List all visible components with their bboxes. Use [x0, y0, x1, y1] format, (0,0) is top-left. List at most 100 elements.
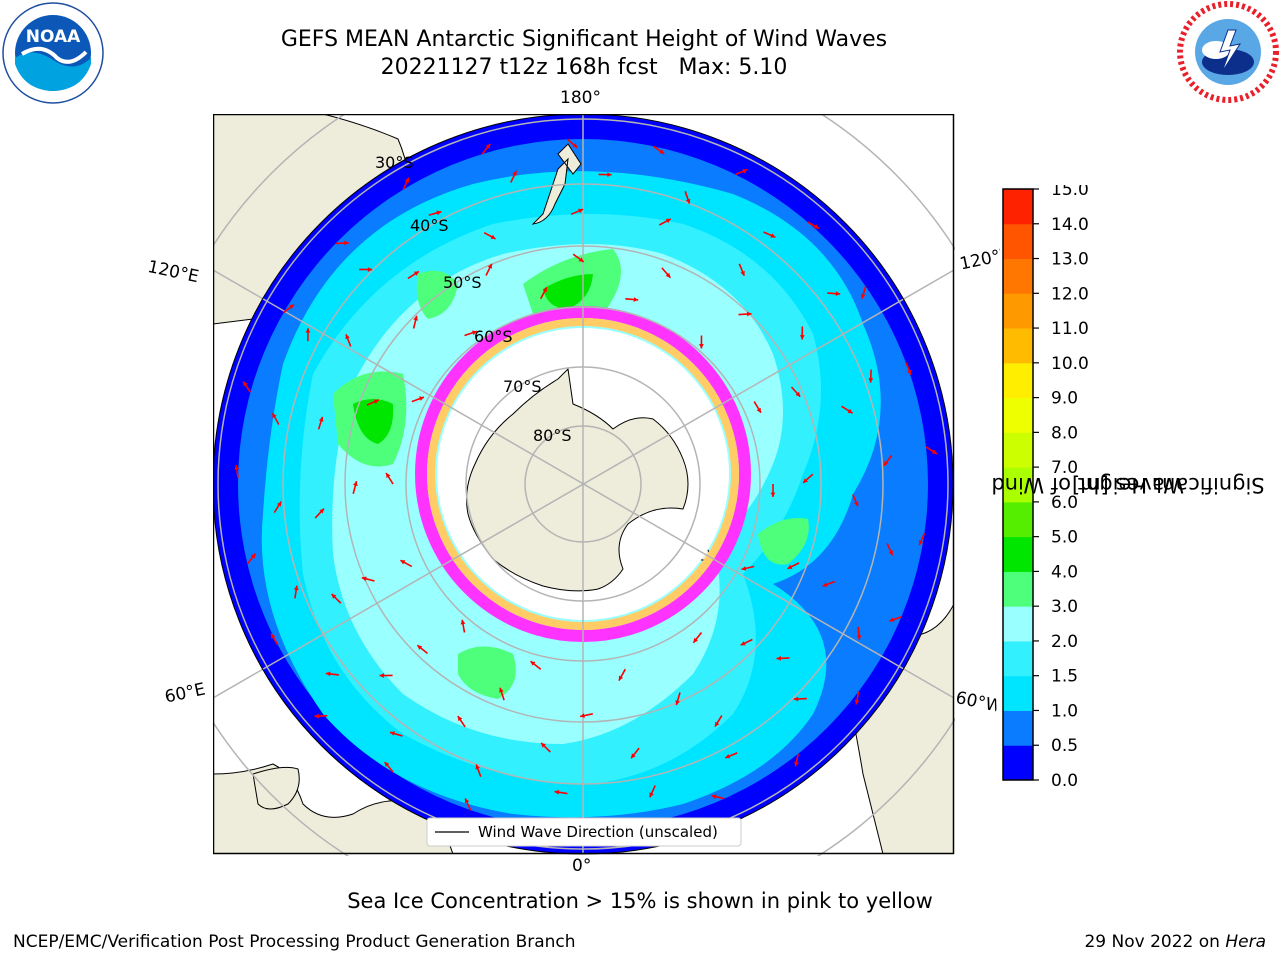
- colorbar-swatch: [1003, 432, 1033, 468]
- colorbar-tick-label: 2.0: [1051, 632, 1078, 652]
- lat-label-50s: 50°S: [443, 273, 482, 292]
- latitude-labels: 30°S 40°S 50°S 60°S 70°S 80°S: [375, 153, 572, 445]
- wind-wave-arrow-head: [888, 550, 893, 556]
- colorbar-swatch: [1003, 362, 1033, 399]
- wave-band-3.0-e: [758, 518, 809, 565]
- colorbar-tick-label: 0.5: [1051, 736, 1078, 756]
- legend-label: Wind Wave Direction (unscaled): [478, 823, 718, 841]
- wind-wave-arrow-head: [272, 413, 277, 419]
- wind-wave-arrow-head: [854, 699, 860, 705]
- wind-wave-arrow-head: [234, 465, 240, 470]
- colorbar-tick-label: 12.0: [1051, 284, 1089, 304]
- legend-box: [426, 817, 742, 847]
- wind-wave-arrow-head: [464, 798, 470, 804]
- wind-wave-arrows: [234, 138, 938, 811]
- wind-wave-arrow-head: [436, 210, 442, 216]
- graticule: [213, 114, 955, 856]
- land-madagascar: [252, 766, 300, 810]
- colorbar-swatch: [1003, 223, 1033, 260]
- colorbar-tick-label: 5.0: [1051, 528, 1078, 548]
- wind-wave-arrow-head: [460, 619, 466, 625]
- lon-label-180: 180°: [560, 88, 601, 108]
- colorbar-tick-label: 8.0: [1051, 423, 1078, 443]
- title-line-2: 20221127 t12z 168h fcst Max: 5.10: [380, 55, 788, 80]
- wind-wave-arrow-head: [361, 576, 367, 582]
- wind-wave-arrow-head: [490, 234, 496, 239]
- wind-wave-arrow-head: [725, 754, 731, 759]
- colorbar-swatch: [1003, 640, 1033, 677]
- wind-wave-arrow-head: [475, 764, 480, 770]
- wind-wave-arrow-head: [742, 169, 748, 174]
- colorbar-tick-label: 4.0: [1051, 562, 1078, 582]
- colorbar-swatch: [1003, 293, 1033, 329]
- footer-date-text: 29 Nov 2022 on: [1084, 932, 1226, 952]
- wind-wave-arrow-head: [404, 177, 410, 183]
- colorbar-swatch: [1003, 328, 1033, 364]
- land-antarctica-white-ice-shelf: [608, 370, 655, 414]
- wind-wave-arrow-head: [856, 635, 862, 640]
- colorbar-tick-label: 11.0: [1051, 319, 1089, 339]
- lat-label-30s: 30°S: [375, 153, 414, 172]
- wind-wave-arrow-head: [793, 696, 799, 702]
- wind-wave-arrow-head: [512, 170, 517, 176]
- colorbar-label-line-2: Waves [m]: [1071, 473, 1185, 497]
- wind-wave-arrow-head: [353, 481, 358, 487]
- lon-label-0: 0°: [572, 856, 592, 876]
- colorbar-tick-label: 3.0: [1051, 597, 1078, 617]
- wind-wave-arrow-head: [344, 240, 349, 246]
- colorbar-swatch: [1003, 536, 1033, 572]
- wind-wave-arrow-head: [711, 794, 717, 799]
- wind-wave-arrow-head: [659, 149, 665, 154]
- wind-wave-arrow-head: [675, 700, 680, 705]
- footer-date: 29 Nov 2022 on Hera: [1084, 932, 1266, 952]
- wind-wave-arrow-head: [847, 408, 853, 414]
- colorbar-tick-label: 14.0: [1051, 215, 1089, 235]
- colorbar-tick-label: 6.0: [1051, 493, 1078, 513]
- wind-wave-arrow-head: [289, 304, 294, 310]
- lon-label-120e: 120°E: [145, 257, 201, 288]
- wind-wave-arrow-head: [770, 492, 776, 497]
- wind-wave-arrow-head: [419, 396, 424, 401]
- colorbar-tick-label: 9.0: [1051, 389, 1078, 409]
- wind-wave-arrow-head: [373, 399, 379, 404]
- colorbar-tick-label: 7.0: [1051, 458, 1078, 478]
- colorbar-tick-label: 10.0: [1051, 354, 1089, 374]
- lat-label-60s: 60°S: [474, 327, 513, 346]
- wind-wave-arrow-head: [499, 687, 504, 693]
- map-legend: Wind Wave Direction (unscaled): [426, 817, 742, 847]
- noaa-logo: NOAA: [2, 2, 104, 104]
- wind-wave-arrow-head: [390, 731, 395, 736]
- colorbar-tick-label: 0.0: [1051, 771, 1078, 791]
- colorbar-swatch: [1003, 467, 1033, 503]
- wind-wave-arrow-head: [649, 792, 654, 798]
- wind-wave-arrow-head: [889, 617, 895, 622]
- colorbar: 0.0 0.5 1.0 1.5 2.0 3.0 4.0 5.0 6.0 7.0 8.0 9.0 10.0…: [1002, 185, 1089, 791]
- wind-wave-arrow-head: [665, 218, 671, 224]
- wave-band-4.0: [543, 274, 593, 309]
- wind-wave-arrow-head: [931, 449, 937, 454]
- wind-wave-arrow-head: [860, 293, 866, 299]
- wind-wave-arrow-head: [345, 334, 350, 340]
- wind-wave-arrow-head: [770, 233, 776, 238]
- wind-wave-arrow-head: [685, 198, 691, 204]
- wind-wave-arrow-head: [740, 270, 745, 276]
- wind-wave-arrow-head: [580, 713, 585, 718]
- lon-label-120w: 120°W: [958, 246, 1004, 275]
- wind-wave-arrow-head: [776, 656, 781, 661]
- wind-wave-arrow-head: [325, 671, 331, 677]
- wind-wave-arrow-head: [835, 291, 841, 296]
- colorbar-swatch: [1003, 606, 1033, 642]
- wind-wave-arrow-head: [318, 416, 324, 422]
- wind-wave-arrow-head: [607, 172, 612, 177]
- nws-logo: [1177, 1, 1279, 103]
- wind-wave-arrow-head: [918, 540, 924, 546]
- wind-wave-arrow-head: [799, 335, 805, 340]
- colorbar-tick-label: 1.5: [1051, 667, 1078, 687]
- colorbar-tick-label: 13.0: [1051, 250, 1089, 270]
- wind-wave-arrow-head: [756, 407, 761, 413]
- wind-wave-arrow-head: [400, 560, 406, 565]
- wind-wave-arrow-head: [794, 761, 799, 767]
- wind-wave-arrow-head: [578, 257, 584, 262]
- wind-wave-arrow-head: [822, 582, 828, 587]
- wind-wave-arrow-head: [271, 633, 276, 639]
